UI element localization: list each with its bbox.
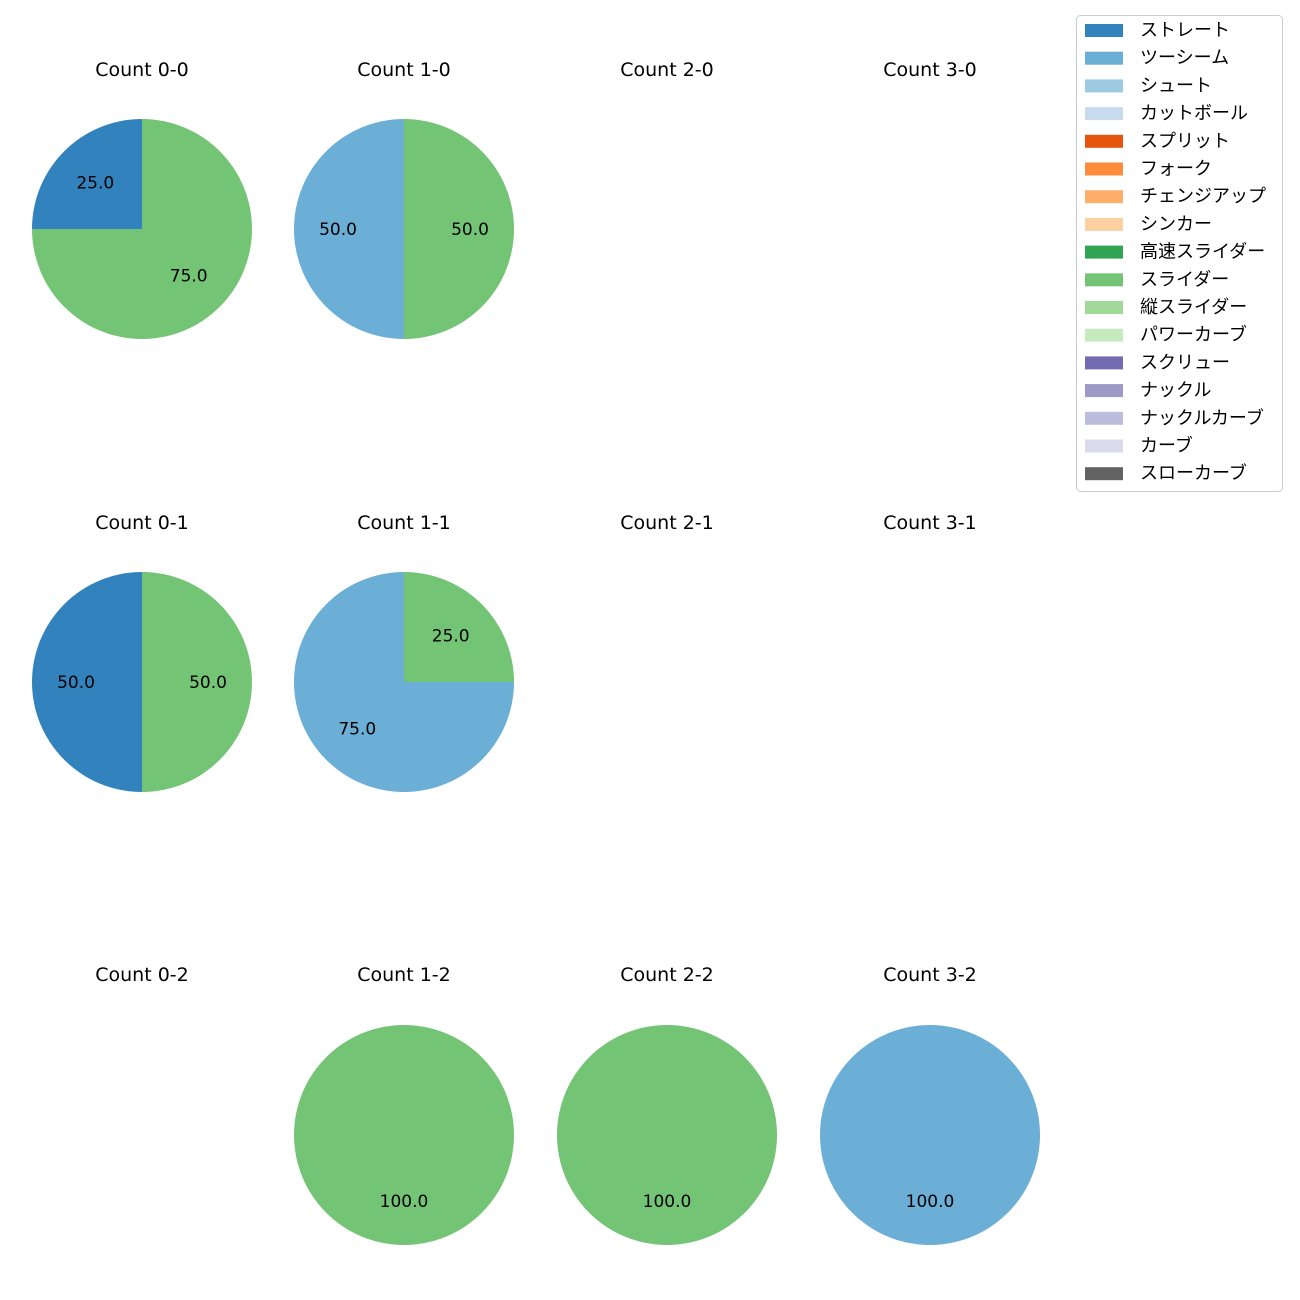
legend-label: 縦スライダー xyxy=(1140,297,1247,318)
legend-swatch xyxy=(1085,190,1123,204)
legend-swatch xyxy=(1085,301,1123,314)
pie-panel: Count 2-2 100.0 xyxy=(557,964,777,1245)
pie-slice xyxy=(404,572,514,682)
slice-label: 25.0 xyxy=(432,626,470,646)
legend-label: シンカー xyxy=(1140,214,1212,235)
legend-label: ストレート xyxy=(1140,20,1230,41)
pie-slice xyxy=(820,1025,1040,1245)
panel-title: Count 2-1 xyxy=(620,512,714,534)
slice-label: 75.0 xyxy=(338,720,376,740)
pie-slice xyxy=(294,1025,514,1245)
panel-title: Count 1-2 xyxy=(357,964,451,986)
legend-swatch xyxy=(1085,79,1123,93)
legend-label: スライダー xyxy=(1140,269,1229,290)
pie-slice xyxy=(32,119,142,229)
legend-swatch xyxy=(1085,439,1123,453)
pie-panel: Count 3-0 xyxy=(883,59,977,81)
legend-swatch xyxy=(1085,273,1123,287)
pie-panel: Count 1-2 100.0 xyxy=(294,964,514,1245)
pie-slice xyxy=(32,572,142,792)
slice-label: 50.0 xyxy=(189,673,227,693)
pie-panel: Count 0-0 25.0 75.0 xyxy=(32,59,252,339)
pie-panel: Count 1-0 50.0 50.0 xyxy=(294,59,514,339)
legend-label: カットボール xyxy=(1140,103,1248,124)
panel-title: Count 2-2 xyxy=(620,964,714,986)
panel-title: Count 1-0 xyxy=(357,59,451,81)
legend-swatch xyxy=(1085,217,1123,231)
slice-label: 100.0 xyxy=(906,1192,955,1212)
pie-slice xyxy=(557,1025,777,1245)
pie-slice xyxy=(32,119,252,339)
slice-label: 75.0 xyxy=(170,267,208,287)
legend-swatch xyxy=(1085,384,1123,398)
panel-title: Count 1-1 xyxy=(357,512,451,534)
legend-swatch xyxy=(1085,24,1123,37)
legend-label: ツーシーム xyxy=(1140,48,1229,69)
slice-label: 50.0 xyxy=(57,673,95,693)
pie-slice xyxy=(142,572,252,792)
pie-panel: Count 2-1 xyxy=(620,512,714,534)
legend-swatch xyxy=(1085,356,1123,370)
slice-label: 25.0 xyxy=(76,173,114,193)
legend-swatch xyxy=(1085,51,1123,65)
legend-label: スローカーブ xyxy=(1140,462,1247,484)
pie-panel: Count 0-2 xyxy=(95,964,189,986)
pie-panel: Count 0-1 50.0 50.0 xyxy=(32,512,252,792)
panel-title: Count 3-1 xyxy=(883,512,977,534)
slice-label: 50.0 xyxy=(319,220,357,240)
panel-title: Count 3-0 xyxy=(883,59,977,81)
legend-label: ナックルカーブ xyxy=(1140,407,1264,429)
legend-swatch xyxy=(1085,411,1123,425)
slice-label: 50.0 xyxy=(451,220,489,240)
legend-label: スクリュー xyxy=(1140,352,1230,373)
legend-label: カーブ xyxy=(1140,435,1193,457)
panel-title: Count 0-1 xyxy=(95,512,189,534)
pie-panel: Count 1-1 75.0 25.0 xyxy=(294,512,514,792)
panel-title: Count 3-2 xyxy=(883,964,977,986)
legend-label: ナックル xyxy=(1140,380,1211,401)
pie-panel: Count 3-1 xyxy=(883,512,977,534)
legend: ストレートツーシームシュートカットボールスプリットフォークチェンジアップシンカー… xyxy=(1076,15,1283,492)
legend-swatch xyxy=(1085,107,1123,121)
panel-title: Count 2-0 xyxy=(620,59,714,81)
pie-slice xyxy=(404,119,514,339)
pie-panel: Count 3-2 100.0 xyxy=(820,964,1040,1245)
slice-label: 100.0 xyxy=(380,1192,429,1212)
panel-title: Count 0-2 xyxy=(95,964,189,986)
panel-title: Count 0-0 xyxy=(95,59,189,81)
legend-swatch xyxy=(1085,162,1123,176)
legend-label: パワーカーブ xyxy=(1140,324,1247,346)
legend-label: チェンジアップ xyxy=(1140,186,1266,207)
slice-label: 100.0 xyxy=(643,1192,692,1212)
legend-frame xyxy=(1076,15,1283,492)
legend-label: シュート xyxy=(1140,75,1212,96)
legend-swatch xyxy=(1085,467,1123,481)
legend-swatch xyxy=(1085,328,1123,342)
legend-swatch xyxy=(1085,245,1123,259)
legend-label: 高速スライダー xyxy=(1140,242,1265,263)
legend-label: フォーク xyxy=(1140,159,1212,180)
pie-panel: Count 2-0 xyxy=(620,59,714,81)
legend-swatch xyxy=(1085,134,1123,148)
pie-slice xyxy=(294,119,404,339)
legend-label: スプリット xyxy=(1140,131,1230,152)
